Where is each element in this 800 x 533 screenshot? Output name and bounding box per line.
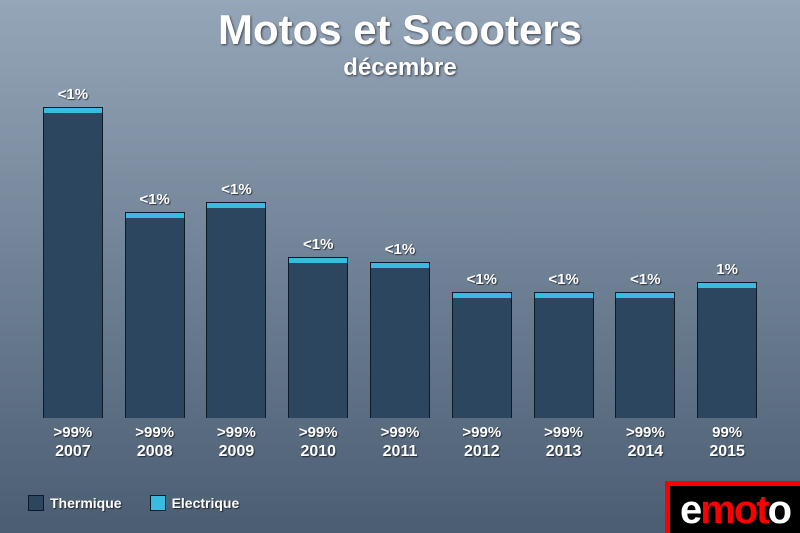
bar-segment-thermique: [615, 298, 675, 418]
bar-top-label: <1%: [630, 271, 660, 288]
bar-bottom-label: >99%: [462, 424, 501, 441]
bar-year-label: 2009: [219, 443, 255, 461]
bar-bottom-label: >99%: [544, 424, 583, 441]
bar-segment-thermique: [370, 268, 430, 418]
legend-item-thermique: Thermique: [28, 495, 122, 511]
bar-year-label: 2015: [709, 443, 745, 461]
emoto-logo: emoto: [665, 481, 800, 533]
bar-segment-thermique: [697, 288, 757, 418]
bar-segment-thermique: [206, 208, 266, 418]
bar-bottom-label: >99%: [135, 424, 174, 441]
bar-group-2013: <1% >99% 2013: [523, 108, 605, 461]
bar-year-label: 2010: [300, 443, 336, 461]
bar-top-label: <1%: [221, 181, 251, 198]
bar-top-label: <1%: [58, 86, 88, 103]
bar-bottom-label: >99%: [626, 424, 665, 441]
bar-segment-thermique: [452, 298, 512, 418]
bar-stack: [206, 202, 266, 418]
bar-group-2008: <1% >99% 2008: [114, 108, 196, 461]
bar-stack: [534, 292, 594, 418]
bar-stack: [125, 212, 185, 418]
bar-stack: [43, 107, 103, 418]
bar-group-2015: 1% 99% 2015: [686, 108, 768, 461]
chart-subtitle: décembre: [0, 54, 800, 82]
bar-segment-thermique: [125, 218, 185, 418]
chart-title: Motos et Scooters: [0, 0, 800, 54]
bar-top-label: <1%: [139, 191, 169, 208]
bar-group-2014: <1% >99% 2014: [604, 108, 686, 461]
bar-year-label: 2008: [137, 443, 173, 461]
bar-bottom-label: >99%: [217, 424, 256, 441]
bar-segment-thermique: [534, 298, 594, 418]
bar-group-2012: <1% >99% 2012: [441, 108, 523, 461]
bar-top-label: <1%: [385, 241, 415, 258]
chart-area: <1% >99% 2007 <1% >99% 2008 <1% >99% 2009 <1% >99%…: [32, 108, 768, 461]
legend-item-electrique: Electrique: [150, 495, 240, 511]
bar-year-label: 2012: [464, 443, 500, 461]
bar-group-2007: <1%>99%2007: [32, 108, 114, 461]
legend-label: Thermique: [50, 495, 122, 511]
bar-bottom-label: 99%: [712, 424, 742, 441]
bar-segment-thermique: [43, 113, 103, 418]
chart-canvas: Motos et Scooters décembre <1% >99% 2007 <1…: [0, 0, 800, 533]
bar-group-2010: <1% >99% 2010: [277, 108, 359, 461]
bar-year-label: 2013: [546, 443, 582, 461]
bar-top-label: <1%: [467, 271, 497, 288]
bar-bottom-label: >99%: [53, 424, 92, 441]
bar-year-label: 2014: [628, 443, 664, 461]
bar-stack: [615, 292, 675, 418]
bar-bottom-label: >99%: [299, 424, 338, 441]
legend: Thermique Electrique: [28, 495, 239, 511]
bar-group-2011: <1% >99% 2011: [359, 108, 441, 461]
legend-swatch: [28, 495, 44, 511]
bar-segment-thermique: [288, 263, 348, 418]
bar-top-label: <1%: [303, 236, 333, 253]
legend-swatch: [150, 495, 166, 511]
bar-top-label: <1%: [548, 271, 578, 288]
bar-stack: [288, 257, 348, 418]
bar-stack: [452, 292, 512, 418]
bar-top-label: 1%: [716, 261, 738, 278]
bar-year-label: 2011: [383, 443, 418, 461]
bar-year-label: 2007: [55, 443, 91, 461]
logo-text: emoto: [680, 488, 790, 532]
bar-stack: [697, 282, 757, 418]
bar-bottom-label: >99%: [381, 424, 420, 441]
legend-label: Electrique: [172, 495, 240, 511]
bar-group-2009: <1% >99% 2009: [196, 108, 278, 461]
bar-stack: [370, 262, 430, 418]
